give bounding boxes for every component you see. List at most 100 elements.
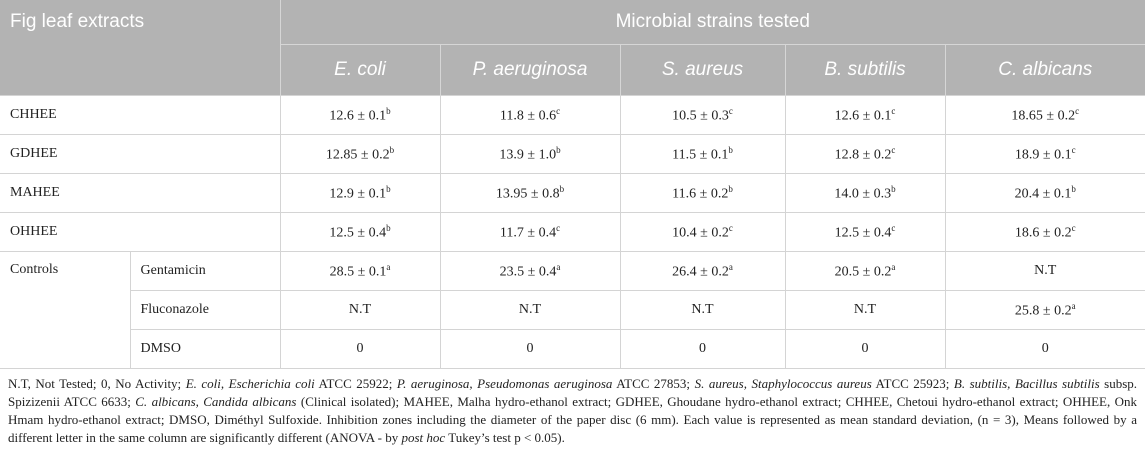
cell-value: 18.65 ± 0.2 <box>1011 108 1076 124</box>
cell-value: 12.85 ± 0.2 <box>325 147 390 163</box>
value-cell: 10.5 ± 0.3c <box>619 95 786 135</box>
results-table: Fig leaf extracts Microbial strains test… <box>0 0 1145 369</box>
value-cell: 18.9 ± 0.1c <box>944 134 1145 174</box>
row-label: DMSO <box>130 329 281 369</box>
significance-letter: c <box>728 105 733 116</box>
cell-value: 18.9 ± 0.1 <box>1014 147 1072 163</box>
table-header: Fig leaf extracts Microbial strains test… <box>0 0 1145 96</box>
cell-value: 25.8 ± 0.2 <box>1014 303 1072 319</box>
significance-letter: b <box>389 144 395 155</box>
value-cell: 0 <box>944 329 1145 369</box>
cell-value: 20.5 ± 0.2 <box>834 264 892 280</box>
value-cell: N.T <box>279 290 441 330</box>
value-cell: 13.95 ± 0.8b <box>439 173 621 213</box>
significance-letter: a <box>556 261 561 272</box>
cell-value: N.T <box>691 302 714 317</box>
significance-letter: b <box>386 183 391 194</box>
footnote-text: C. albicans, Candida albicans <box>135 394 297 409</box>
header-row: E. coli P. aeruginosa S. aureus B. subtilis… <box>0 44 1145 96</box>
header-row: Fig leaf extracts Microbial strains test… <box>0 0 1145 96</box>
value-cell: 12.8 ± 0.2c <box>784 134 946 174</box>
cell-value: 12.5 ± 0.4 <box>329 225 387 241</box>
cell-value: 20.4 ± 0.1 <box>1014 186 1072 202</box>
cell-value: 0 <box>356 341 364 356</box>
row-label: Gentamicin <box>129 251 281 291</box>
significance-letter: c <box>891 222 896 233</box>
cell-value: N.T <box>348 302 372 317</box>
table-body: CHHEE 12.6 ± 0.1b 11.8 ± 0.6c 10.5 ± 0.3c 12… <box>0 95 1145 369</box>
table-row: DMSO 0 0 0 0 0 <box>0 329 1145 369</box>
cell-value: 0 <box>526 341 534 356</box>
significance-letter: b <box>386 105 391 116</box>
cell-value: 12.8 ± 0.2 <box>834 147 892 163</box>
significance-letter: c <box>1071 222 1076 233</box>
significance-letter: a <box>728 261 733 272</box>
value-cell: 0 <box>439 329 621 369</box>
header-cell: Fig leaf extracts <box>0 0 281 96</box>
significance-letter: b <box>556 144 561 155</box>
cell-value: N.T <box>518 302 542 317</box>
significance-letter: c <box>728 222 733 233</box>
value-cell: 20.4 ± 0.1b <box>944 173 1145 213</box>
significance-letter: c <box>891 144 896 155</box>
footnote-text: Tukey’s test p < 0.05). <box>445 430 565 445</box>
footnote-text: ATCC 25922; <box>314 376 397 391</box>
value-cell: 12.5 ± 0.4c <box>784 212 946 252</box>
group-label: Controls <box>0 251 131 369</box>
footnote-text: ATCC 27853; <box>612 376 695 391</box>
table-row: OHHEE 12.5 ± 0.4b 11.7 ± 0.4c 10.4 ± 0.2c 12… <box>0 212 1145 252</box>
significance-letter: b <box>386 222 391 233</box>
cell-value: 11.5 ± 0.1 <box>672 147 729 163</box>
cell-value: 12.6 ± 0.1 <box>834 108 892 124</box>
table-row: GDHEE 12.85 ± 0.2b 13.9 ± 1.0b 11.5 ± 0.1b 1… <box>0 134 1145 174</box>
value-cell: 12.9 ± 0.1b <box>279 173 441 213</box>
significance-letter: b <box>559 183 565 194</box>
row-label: Fluconazole <box>130 290 281 330</box>
value-cell: 0 <box>279 329 441 369</box>
cell-value: 11.7 ± 0.4 <box>499 225 557 241</box>
cell-value: 12.9 ± 0.1 <box>329 186 387 202</box>
table-row: Controls Gentamicin 28.5 ± 0.1a 23.5 ± 0.4a… <box>0 251 1145 369</box>
value-cell: 25.8 ± 0.2a <box>944 290 1145 330</box>
footnote-text: (Clinical isolated); MAHEE, Malha hydro-… <box>8 394 1137 445</box>
significance-letter: a <box>891 261 896 272</box>
column-header: S. aureus <box>619 44 786 96</box>
value-cell: 0 <box>619 329 786 369</box>
cell-value: 14.0 ± 0.3 <box>834 186 892 202</box>
column-header: E. coli <box>279 44 441 96</box>
footnote-text: subsp. Spizizenii ATCC 6633; <box>8 376 1138 409</box>
column-header: B. subtilis <box>784 44 946 96</box>
footnote-text: ATCC 25923; <box>871 376 954 391</box>
value-cell: N.T <box>784 290 946 330</box>
value-cell: 11.6 ± 0.2b <box>619 173 786 213</box>
cell-value: 18.6 ± 0.2 <box>1014 225 1072 241</box>
significance-letter: b <box>728 183 733 194</box>
significance-letter: c <box>1075 105 1080 116</box>
footnote-text: N.T, Not Tested; 0, No Activity; <box>8 376 186 391</box>
cell-value: 12.5 ± 0.4 <box>834 225 892 241</box>
value-cell: 18.65 ± 0.2c <box>944 95 1145 135</box>
significance-letter: a <box>1071 300 1076 311</box>
significance-letter: c <box>556 222 561 233</box>
table-row: MAHEE 12.9 ± 0.1b 13.95 ± 0.8b 11.6 ± 0.2b 1… <box>0 173 1145 213</box>
footnote-text: B. subtilis, Bacillus subtilis <box>953 376 1100 391</box>
table-row: CHHEE 12.6 ± 0.1b 11.8 ± 0.6c 10.5 ± 0.3c 12… <box>0 95 1145 135</box>
value-cell: 14.0 ± 0.3b <box>784 173 946 213</box>
value-cell: 28.5 ± 0.1a <box>279 251 441 291</box>
significance-letter: b <box>1071 183 1076 194</box>
significance-letter: c <box>891 105 896 116</box>
cell-value: 11.8 ± 0.6 <box>499 108 557 124</box>
footnote-text: post hoc <box>401 430 446 445</box>
cell-value: 13.9 ± 1.0 <box>499 147 557 163</box>
value-cell: 11.5 ± 0.1b <box>619 134 786 174</box>
column-header: C. albicans <box>944 44 1145 96</box>
significance-letter: c <box>1071 144 1076 155</box>
cell-value: 13.95 ± 0.8 <box>495 186 560 202</box>
footnote-text: S. aureus, Staphylococcus aureus <box>694 376 872 391</box>
cell-value: 11.6 ± 0.2 <box>672 186 729 202</box>
header-cell: Microbial strains tested <box>279 0 1145 45</box>
value-cell: 12.85 ± 0.2b <box>279 134 441 174</box>
significance-letter: c <box>556 105 561 116</box>
footnote-text: P. aeruginosa, Pseudomonas aeruginosa <box>396 376 613 391</box>
